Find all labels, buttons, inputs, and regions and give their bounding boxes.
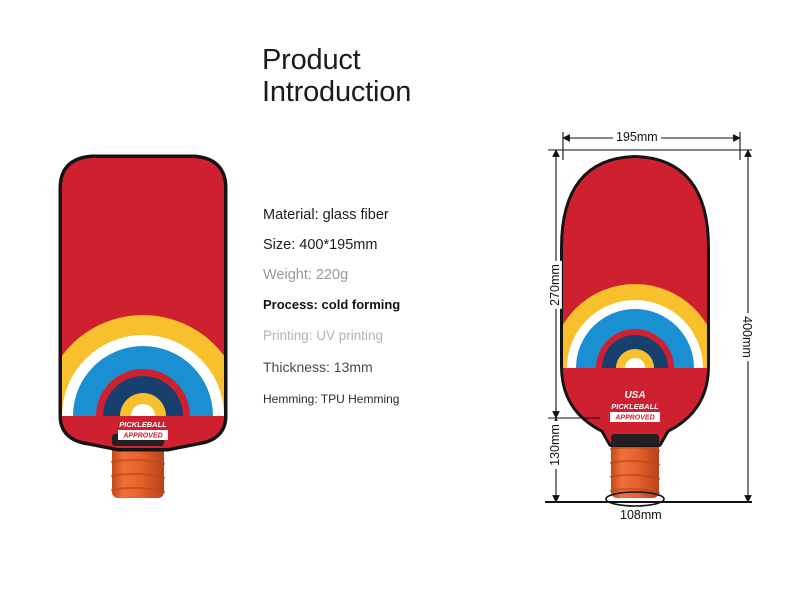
specification-list: Material: glass fiber Size: 400*195mm We… [263,207,463,406]
spec-weight: Weight: 220g [263,267,349,283]
paddle-grip-right [609,440,661,498]
svg-text:PICKLEBALL: PICKLEBALL [119,420,167,429]
spec-size: Size: 400*195mm [263,237,378,253]
svg-text:APPROVED: APPROVED [122,433,162,440]
paddle-face-right [560,155,710,447]
spec-thickness: Thickness: 13mm [263,359,373,375]
dimension-label-total-height: 400mm [739,313,754,361]
spec-process: Process: cold forming [263,297,401,312]
svg-text:USA: USA [624,390,645,401]
page-title: Product Introduction [262,44,412,109]
paddle-illustration-right: USA PICKLEBALL APPROVED [555,148,715,507]
paddle-illustration-left: USA PICKLEBALL APPROVED [48,148,238,500]
paddle-collar-right [611,434,659,446]
spec-material: Material: glass fiber [263,207,389,223]
dimension-label-face-height: 270mm [547,261,562,309]
usa-pickleball-badge-left: USA PICKLEBALL APPROVED [118,408,168,440]
spec-printing: Printing: UV printing [263,328,384,343]
dimension-label-grip-circumference: 108mm [617,508,665,522]
dimension-label-handle-length: 130mm [547,421,562,469]
spec-hemming: Hemming: TPU Hemming [263,392,400,406]
svg-text:APPROVED: APPROVED [614,415,654,422]
usa-pickleball-badge-right: USA PICKLEBALL APPROVED [610,390,660,422]
dimension-label-width: 195mm [613,130,661,144]
paddle-rainbow-arcs-right [563,158,707,444]
svg-text:PICKLEBALL: PICKLEBALL [611,402,659,411]
paddle-face-left [58,154,228,452]
grip-base-ellipse [605,491,665,507]
svg-text:USA: USA [132,408,153,419]
paddle-rainbow-arcs-left [62,158,224,448]
